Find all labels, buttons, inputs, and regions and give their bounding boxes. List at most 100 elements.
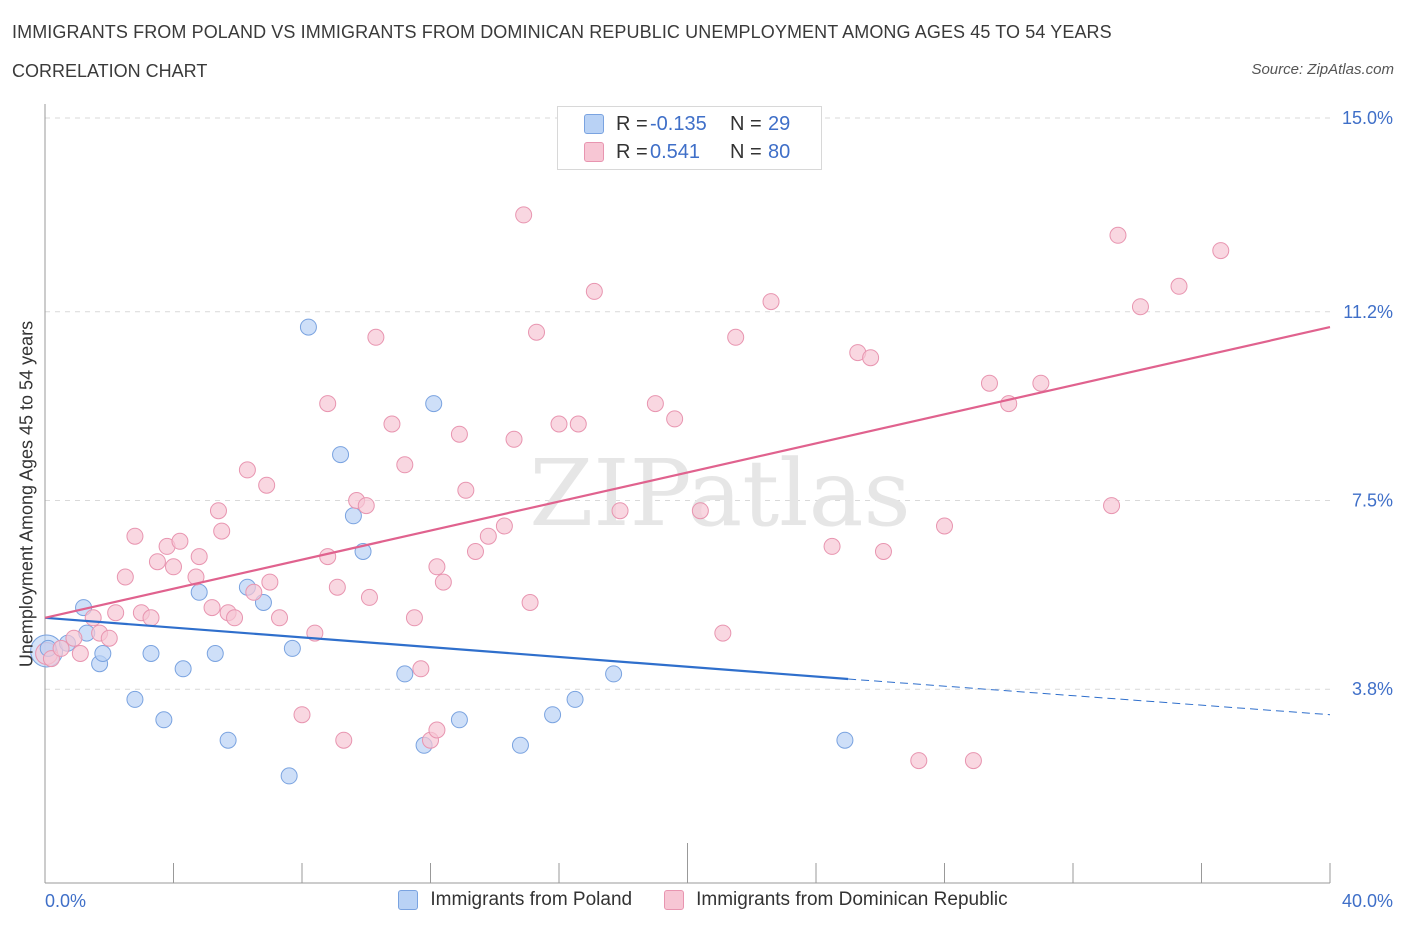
dominican-point	[585, 282, 603, 300]
points-layer	[30, 206, 1230, 785]
dominican-point	[107, 604, 125, 622]
grid-layer	[45, 117, 1330, 690]
poland-swatch	[584, 114, 604, 134]
dominican-point	[405, 609, 423, 627]
dominican-point	[84, 609, 102, 627]
poland-point	[126, 690, 144, 708]
dominican-point	[1131, 298, 1149, 316]
legend-item-poland[interactable]: Immigrants from Poland	[398, 889, 632, 911]
poland-point	[206, 645, 224, 662]
poland-point	[332, 446, 350, 464]
dominican-point	[515, 206, 533, 224]
poland-point	[94, 645, 112, 662]
dominican-point	[823, 537, 841, 555]
dominican-point	[187, 568, 205, 586]
dominican-point	[261, 573, 279, 591]
dominican-point	[569, 415, 587, 433]
dominican-point	[100, 629, 118, 647]
dominican-point	[293, 706, 311, 724]
dominican-point	[1103, 497, 1121, 515]
n-label: N =	[730, 112, 762, 135]
dominican-point	[238, 461, 256, 479]
dominican-point	[116, 568, 134, 586]
dominican-point	[360, 588, 378, 606]
dominican-point	[495, 517, 513, 535]
dominican-point	[936, 517, 953, 535]
dominican-point	[203, 599, 221, 617]
dominican-trend-line	[44, 326, 1331, 619]
dominican-point	[646, 395, 664, 413]
dominican-point	[213, 522, 231, 540]
legend-item-dominican[interactable]: Immigrants from Dominican Republic	[664, 889, 1008, 911]
poland-point	[219, 731, 237, 749]
dominican-point	[396, 456, 414, 474]
dominican-point	[762, 293, 780, 311]
dominican-point	[691, 502, 709, 520]
dominican-swatch	[664, 890, 685, 910]
poland-point	[299, 318, 317, 336]
dominican-point	[505, 430, 523, 448]
poland-point	[344, 507, 362, 525]
legend-label-poland: Immigrants from Poland	[430, 889, 633, 910]
poland-point	[511, 736, 529, 754]
dominican-point	[428, 558, 446, 576]
dominican-point	[65, 629, 83, 647]
dominican-point	[466, 543, 484, 560]
stats-legend: R = -0.135 N = 29 R = 0.541 N = 80	[557, 106, 822, 170]
poland-trend-line	[44, 616, 849, 681]
dominican-point	[367, 328, 385, 346]
dominican-point	[964, 752, 982, 770]
dominican-point	[383, 415, 401, 433]
dominican-point	[71, 645, 89, 662]
y-tick-label: 3.8%	[1352, 679, 1393, 699]
poland-point	[450, 711, 468, 729]
series-legend: Immigrants from Poland Immigrants from D…	[0, 889, 1406, 911]
stats-legend-row-poland: R = -0.135 N = 29	[584, 111, 790, 137]
dominican-point	[874, 543, 892, 560]
chart-title: IMMIGRANTS FROM POLAND VS IMMIGRANTS FRO…	[12, 22, 1112, 42]
dominican-point	[479, 527, 497, 545]
y-axis-label: Unemployment Among Ages 45 to 54 years	[16, 320, 37, 668]
poland-swatch	[398, 890, 419, 910]
dominican-point	[528, 323, 546, 341]
dominican-point	[126, 527, 144, 545]
dominican-point	[1170, 277, 1188, 295]
dominican-point	[450, 425, 468, 443]
dominican-point	[271, 609, 289, 627]
dominican-point	[910, 752, 928, 770]
dominican-point	[52, 639, 70, 657]
dominican-point	[1032, 374, 1050, 392]
poland-point	[566, 690, 584, 708]
dominican-point	[412, 660, 430, 678]
dominican-point	[171, 532, 189, 550]
poland-point	[142, 645, 160, 662]
y-tick-label: 15.0%	[1342, 108, 1393, 128]
n-value: 80	[768, 140, 791, 163]
dominican-point	[1109, 226, 1127, 244]
n-value: 29	[768, 112, 791, 135]
poland-point	[283, 639, 301, 657]
dominican-point	[190, 548, 208, 566]
dominican-point	[165, 558, 182, 576]
dominican-point	[335, 731, 353, 749]
poland-point	[425, 395, 443, 413]
dominican-point	[714, 624, 732, 642]
dominican-point	[666, 410, 684, 428]
poland-point	[605, 665, 623, 683]
dominican-point	[258, 476, 276, 494]
poland-point	[174, 660, 192, 678]
dominican-point	[550, 415, 568, 433]
poland-point	[190, 583, 208, 601]
poland-point	[836, 731, 854, 749]
dominican-point	[1212, 242, 1230, 260]
dominican-point	[245, 583, 263, 601]
r-value: 0.541	[650, 140, 701, 163]
dominican-point	[428, 721, 446, 739]
r-label: R =	[616, 112, 648, 135]
dominican-point	[727, 328, 745, 346]
poland-point	[544, 706, 562, 724]
tick-labels-layer: 3.8% 7.5% 11.2% 15.0% 0.0% 40.0%	[45, 108, 1393, 911]
legend-label-dominican: Immigrants from Dominican Republic	[696, 889, 1008, 910]
axes-layer	[44, 104, 1331, 884]
